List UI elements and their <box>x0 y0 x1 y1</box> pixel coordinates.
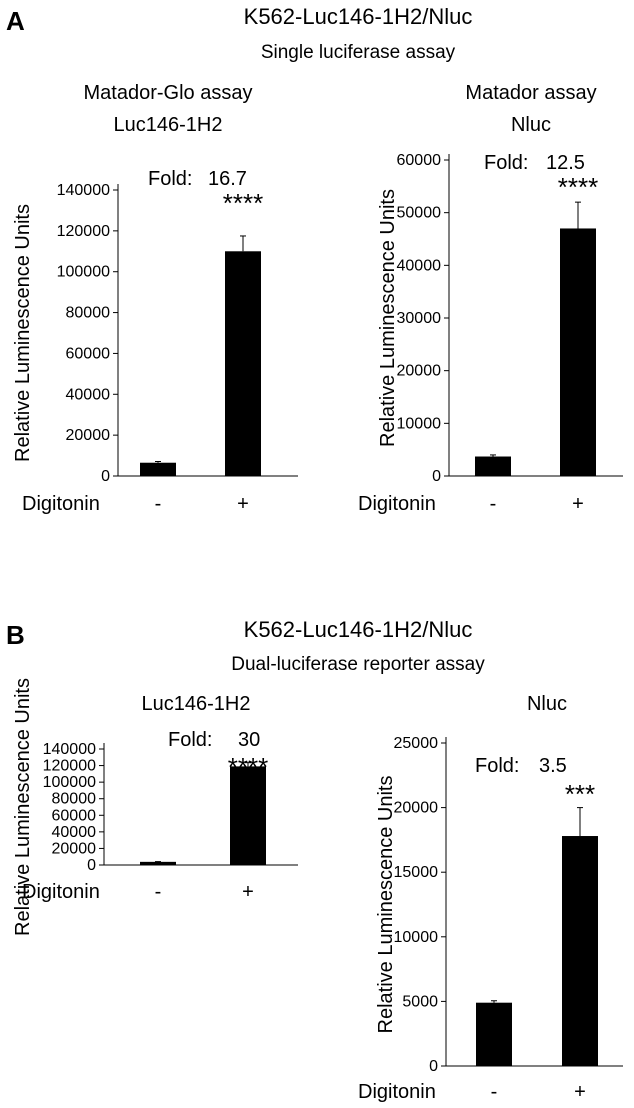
chart-2-y-tick-label: 60000 <box>397 152 442 169</box>
chart-2-significance-label: **** <box>558 172 598 202</box>
chart-2-category-label: + <box>572 493 584 515</box>
chart-1-x-axis-label: Digitonin <box>22 493 100 515</box>
chart-2-x-axis-label: Digitonin <box>358 493 436 515</box>
chart-2-y-tick-label: 20000 <box>397 363 442 380</box>
chart-3-title: Luc146-1H2 <box>141 693 251 715</box>
chart-4-category-label: + <box>574 1081 586 1103</box>
chart-4-fold-value: 3.5 <box>539 755 567 777</box>
chart-1-y-tick-label: 140000 <box>57 182 110 199</box>
chart-1-title-line-2: Luc146-1H2 <box>113 114 223 136</box>
chart-2-y-tick-label: 50000 <box>397 205 442 222</box>
panel-b-subtitle: Dual-luciferase reporter assay <box>231 654 485 675</box>
chart-1-y-axis-label: Relative Luminescence Units <box>12 204 34 462</box>
chart-3-significance-label: **** <box>228 752 268 782</box>
chart-1-y-tick-label: 20000 <box>66 427 111 444</box>
chart-2-y-tick-label: 0 <box>432 468 441 485</box>
chart-2-bar-minus <box>475 456 511 476</box>
chart-1-category-label: - <box>155 493 162 515</box>
chart-4-bar-minus <box>476 1002 512 1066</box>
chart-3-category-label: - <box>155 881 162 903</box>
chart-3-y-tick-label: 100000 <box>43 774 96 791</box>
chart-4-y-tick-label: 20000 <box>394 800 439 817</box>
chart-4-y-tick-label: 25000 <box>394 735 439 752</box>
chart-1-bar-minus <box>140 462 176 476</box>
chart-3-y-tick-label: 20000 <box>52 840 97 857</box>
chart-4-fold-label: Fold: <box>475 755 519 777</box>
chart-4-y-tick-label: 10000 <box>394 929 439 946</box>
chart-2-title-line-2: Nluc <box>510 114 552 136</box>
panel-b-title: K562-Luc146-1H2/Nluc <box>243 617 473 642</box>
chart-1-significance-label: **** <box>223 188 263 218</box>
chart-2-y-tick-label: 30000 <box>397 310 442 327</box>
chart-3-fold-label: Fold: <box>168 729 212 751</box>
chart-3-y-tick-label: 120000 <box>43 758 96 775</box>
chart-2-y-axis-label: Relative Luminescence Units <box>377 189 399 447</box>
chart-3-y-tick-label: 60000 <box>52 807 97 824</box>
panel-letter-a: A <box>6 6 25 36</box>
chart-2-category-label: - <box>490 493 497 515</box>
chart-1-y-tick-label: 80000 <box>66 305 111 322</box>
chart-3-bar-plus <box>230 766 266 865</box>
chart-1-y-tick-label: 120000 <box>57 223 110 240</box>
panel-letter-b: B <box>6 620 25 650</box>
chart-2-bar-plus <box>560 228 596 476</box>
chart-3-y-tick-label: 80000 <box>52 791 97 808</box>
chart-3-y-tick-label: 40000 <box>52 824 97 841</box>
chart-3-y-axis-label: Relative Luminescence Units <box>12 678 34 936</box>
chart-4-x-axis-label: Digitonin <box>358 1081 436 1103</box>
panel-a-title: K562-Luc146-1H2/Nluc <box>243 4 473 29</box>
chart-3-bar-minus <box>140 861 176 865</box>
chart-1-y-tick-label: 0 <box>101 468 110 485</box>
chart-2-y-tick-label: 40000 <box>397 257 442 274</box>
chart-2-y-tick-label: 10000 <box>397 415 442 432</box>
chart-1-y-tick-label: 40000 <box>66 386 111 403</box>
chart-3-fold-value: 30 <box>238 729 260 751</box>
chart-4-bar-plus <box>562 836 598 1066</box>
chart-3-y-tick-label: 140000 <box>43 741 96 758</box>
chart-1-bar-plus <box>225 251 261 476</box>
chart-4-significance-label: *** <box>565 779 595 809</box>
chart-1-y-tick-label: 100000 <box>57 264 110 281</box>
chart-4-y-axis-label: Relative Luminescence Units <box>375 776 397 1034</box>
chart-1-title-line-1: Matador-Glo assay <box>83 82 253 104</box>
chart-1-fold-label: Fold: <box>148 168 192 190</box>
chart-2-title-line-1: Matador assay <box>465 82 597 104</box>
chart-1-y-tick-label: 60000 <box>66 345 111 362</box>
chart-3-category-label: + <box>242 881 254 903</box>
chart-2-fold-value: 12.5 <box>546 152 585 174</box>
chart-2-fold-label: Fold: <box>484 152 528 174</box>
chart-4-y-tick-label: 0 <box>429 1058 438 1075</box>
chart-4-category-label: - <box>491 1081 498 1103</box>
panel-a-subtitle: Single luciferase assay <box>260 42 456 63</box>
chart-1-fold-value: 16.7 <box>208 168 247 190</box>
chart-3-y-tick-label: 0 <box>87 857 96 874</box>
chart-4-y-tick-label: 5000 <box>402 993 438 1010</box>
chart-3-x-axis-label: Digitonin <box>22 881 100 903</box>
chart-4-y-tick-label: 15000 <box>394 864 439 881</box>
chart-4-title: Nluc <box>526 693 568 715</box>
chart-1-category-label: + <box>237 493 249 515</box>
